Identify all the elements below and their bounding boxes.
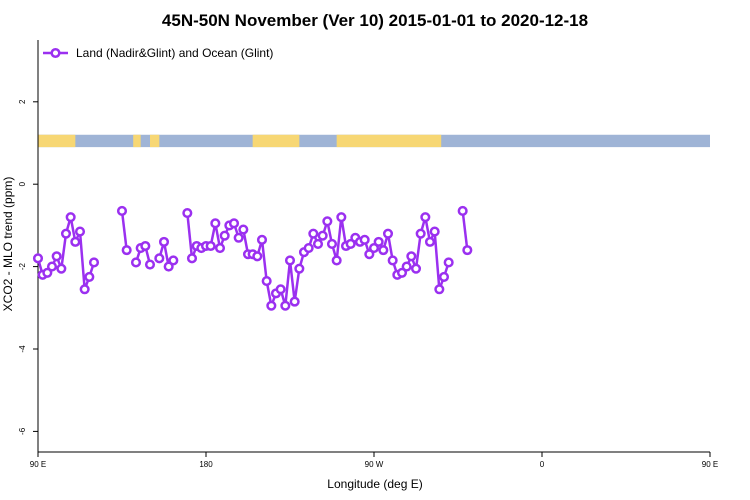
data-point bbox=[51, 251, 62, 262]
legend: Land (Nadir&Glint) and Ocean (Glint) bbox=[43, 46, 273, 60]
data-point bbox=[443, 257, 454, 268]
data-point bbox=[345, 238, 356, 249]
land-band-segment bbox=[133, 134, 141, 148]
legend-marker bbox=[50, 47, 61, 59]
data-point bbox=[238, 224, 249, 235]
data-point bbox=[205, 240, 216, 252]
data-point bbox=[60, 228, 72, 239]
y-tick-label: -4 bbox=[18, 345, 27, 353]
data-point bbox=[294, 263, 305, 274]
chart-title: 45N-50N November (Ver 10) 2015-01-01 to … bbox=[162, 11, 588, 30]
data-point bbox=[303, 243, 314, 254]
legend-label: Land (Nadir&Glint) and Ocean (Glint) bbox=[76, 46, 273, 60]
data-point bbox=[396, 267, 408, 278]
x-tick-label: 180 bbox=[199, 460, 213, 469]
data-point bbox=[154, 253, 165, 264]
data-point bbox=[163, 261, 174, 272]
data-point bbox=[252, 251, 263, 262]
data-point bbox=[88, 257, 100, 268]
data-point bbox=[424, 236, 436, 247]
data-point bbox=[429, 226, 440, 237]
data-point bbox=[158, 236, 170, 247]
data-point bbox=[56, 263, 67, 274]
x-tick-label: 90 E bbox=[30, 460, 46, 469]
series-layer bbox=[32, 205, 473, 311]
data-point bbox=[359, 234, 370, 245]
data-point bbox=[210, 218, 221, 229]
data-point bbox=[378, 245, 389, 256]
data-point bbox=[116, 205, 128, 217]
data-point bbox=[312, 238, 324, 249]
land-band-segment bbox=[252, 134, 300, 148]
x-axis-label: Longitude (deg E) bbox=[327, 477, 422, 491]
data-point bbox=[256, 234, 268, 245]
data-point bbox=[317, 230, 328, 241]
data-point bbox=[168, 255, 179, 266]
data-point bbox=[438, 271, 450, 282]
y-tick-label: -6 bbox=[18, 427, 27, 435]
data-point bbox=[410, 263, 422, 274]
axes: 90 E 180 90 W 0 90 E 2 0 -2 -4 -6 bbox=[18, 40, 718, 469]
data-point bbox=[336, 212, 347, 223]
data-point bbox=[373, 236, 384, 247]
data-point bbox=[130, 257, 142, 268]
data-point bbox=[434, 284, 445, 295]
x-tick-label: 90 W bbox=[365, 460, 384, 469]
data-point bbox=[280, 300, 291, 311]
data-point bbox=[387, 255, 398, 266]
data-point bbox=[275, 284, 286, 295]
data-point bbox=[79, 284, 90, 295]
x-tick-label: 90 E bbox=[702, 460, 718, 469]
data-point bbox=[261, 275, 272, 287]
data-point bbox=[214, 243, 226, 254]
data-point bbox=[84, 271, 95, 282]
data-point bbox=[228, 218, 240, 229]
data-point bbox=[186, 253, 198, 264]
y-tick-label: 0 bbox=[18, 181, 27, 186]
data-point bbox=[364, 249, 375, 260]
data-point bbox=[182, 207, 193, 219]
y-axis-label: XCO2 - MLO trend (ppm) bbox=[1, 177, 15, 312]
y-tick-label: 2 bbox=[18, 99, 27, 104]
data-point bbox=[65, 212, 76, 223]
data-point bbox=[74, 226, 86, 237]
data-point bbox=[70, 236, 81, 247]
land-band-segment bbox=[150, 134, 160, 148]
data-point bbox=[331, 255, 342, 266]
data-point bbox=[219, 230, 230, 241]
data-point bbox=[140, 240, 151, 252]
x-tick-label: 0 bbox=[540, 460, 545, 469]
data-point bbox=[266, 300, 277, 311]
data-point bbox=[368, 243, 380, 254]
data-point bbox=[462, 245, 473, 256]
data-point bbox=[32, 253, 44, 264]
land-band-segment bbox=[336, 134, 442, 148]
data-point bbox=[457, 205, 468, 217]
data-point bbox=[382, 228, 394, 239]
data-point bbox=[144, 259, 156, 270]
data-point bbox=[322, 216, 333, 227]
y-tick-label: -2 bbox=[18, 262, 27, 270]
data-point bbox=[46, 261, 58, 272]
series-line-segment bbox=[120, 210, 128, 251]
data-point bbox=[121, 245, 132, 256]
land-ocean-band bbox=[38, 134, 710, 148]
land-band-segment bbox=[38, 134, 76, 148]
data-point bbox=[308, 228, 319, 239]
series-line-segment bbox=[461, 210, 469, 251]
data-point bbox=[406, 251, 417, 262]
data-point bbox=[420, 212, 431, 223]
data-point bbox=[284, 255, 296, 266]
data-point bbox=[415, 228, 426, 239]
data-point bbox=[233, 232, 244, 243]
data-point bbox=[401, 261, 412, 272]
data-point bbox=[42, 267, 53, 278]
data-point bbox=[289, 296, 300, 307]
data-point bbox=[326, 238, 338, 249]
